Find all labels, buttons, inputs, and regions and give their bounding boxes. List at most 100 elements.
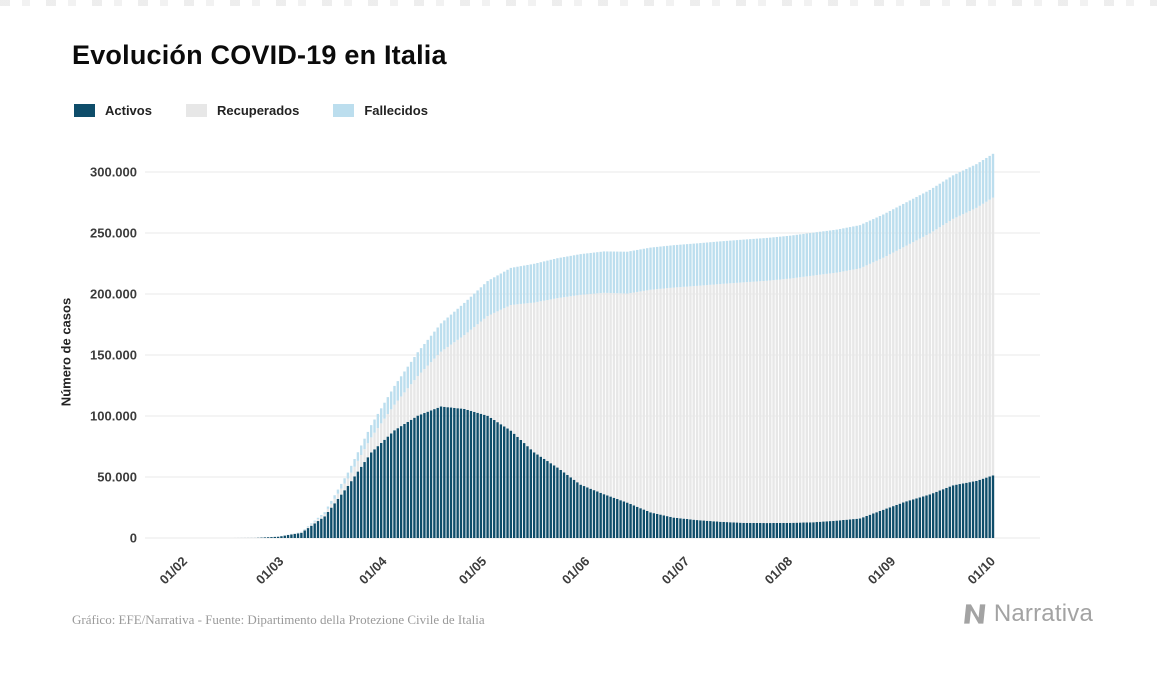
bar-segment-recuperados: [453, 342, 456, 408]
bar-segment-activos: [479, 413, 483, 538]
bar-segment-activos: [968, 482, 971, 538]
bar-segment-fallecidos: [579, 254, 582, 295]
bar-segment-recuperados: [785, 278, 789, 523]
legend-item-recuperados: Recuperados: [185, 103, 299, 118]
bar-segment-fallecidos: [645, 248, 649, 291]
bar-segment-recuperados: [689, 286, 692, 520]
bar-segment-fallecidos: [815, 232, 818, 276]
bar-segment-recuperados: [370, 437, 373, 453]
bar-segment-activos: [629, 504, 632, 538]
bar-segment-recuperados: [882, 257, 885, 510]
narrativa-logo: Narrativa: [963, 600, 1093, 628]
x-tick-label: 01/06: [559, 554, 593, 588]
bar-segment-recuperados: [429, 362, 433, 411]
bar-segment-recuperados: [636, 291, 639, 507]
bar-segment-fallecidos: [639, 249, 642, 292]
bar-segment-fallecidos: [865, 222, 868, 266]
bar-segment-fallecidos: [439, 323, 443, 352]
bar-segment-fallecidos: [918, 195, 922, 239]
bar-segment-recuperados: [722, 283, 725, 522]
bar-segment-activos: [649, 512, 652, 538]
bar-segment-activos: [785, 522, 789, 538]
bar-segment-activos: [872, 513, 875, 538]
bar-segment-activos: [975, 480, 978, 538]
bar-segment-activos: [622, 501, 626, 538]
bar-segment-recuperados: [619, 293, 622, 501]
bar-segment-fallecidos: [722, 241, 725, 284]
bar-segment-recuperados: [456, 339, 459, 409]
bar-segment-activos: [958, 484, 961, 538]
bar-segment-activos: [566, 474, 569, 538]
bar-segment-recuperados: [935, 229, 938, 492]
bar-segment-recuperados: [296, 532, 300, 534]
bar-segment-recuperados: [739, 282, 742, 523]
bar-segment-fallecidos: [845, 227, 848, 271]
bar-segment-fallecidos: [902, 203, 905, 248]
bar-segment-activos: [805, 522, 808, 538]
bar-segment-activos: [453, 407, 456, 538]
bar-segment-activos: [795, 522, 799, 538]
bar-segment-activos: [416, 415, 419, 538]
bar-segment-fallecidos: [606, 251, 609, 293]
bar-segment-recuperados: [483, 318, 486, 415]
bar-segment-activos: [356, 471, 360, 538]
bar-segment-fallecidos: [828, 230, 832, 274]
bar-segment-fallecidos: [542, 261, 546, 301]
bar-segment-fallecidos: [868, 220, 872, 264]
bar-segment-recuperados: [838, 271, 842, 521]
bar-segment-fallecidos: [632, 250, 636, 293]
bar-segment-recuperados: [805, 276, 808, 523]
bar-segment-fallecidos: [586, 253, 589, 295]
bar-segment-activos: [752, 522, 755, 538]
bar-segment-recuperados: [469, 329, 473, 411]
bar-segment-activos: [878, 511, 882, 538]
bar-segment-fallecidos: [459, 305, 463, 338]
bar-segment-recuperados: [356, 460, 360, 472]
bar-segment-fallecidos: [509, 267, 513, 305]
bar-segment-activos: [905, 501, 908, 538]
bar-segment-recuperados: [439, 351, 443, 407]
bar-segment-activos: [589, 488, 592, 538]
bar-segment-recuperados: [413, 380, 416, 418]
bar-segment-fallecidos: [695, 243, 699, 286]
bar-segment-fallecidos: [379, 408, 383, 424]
bar-segment-recuperados: [542, 300, 546, 459]
bar-segment-recuperados: [626, 293, 629, 503]
bar-segment-activos: [443, 406, 446, 538]
bar-segment-recuperados: [516, 304, 519, 437]
bar-segment-fallecidos: [572, 255, 576, 296]
bar-segment-fallecidos: [423, 343, 426, 370]
bar-segment-activos: [679, 518, 682, 538]
bar-segment-recuperados: [792, 278, 795, 523]
bar-segment-activos: [888, 507, 892, 538]
bar-segment-fallecidos: [971, 165, 975, 210]
bar-segment-fallecidos: [875, 217, 878, 261]
bar-segment-fallecidos: [912, 198, 915, 243]
bar-segment-recuperados: [316, 519, 320, 522]
bar-segment-fallecidos: [988, 155, 991, 200]
bar-segment-activos: [419, 414, 423, 538]
bar-segment-recuperados: [885, 256, 888, 509]
bar-segment-fallecidos: [499, 273, 503, 310]
bar-segment-recuperados: [343, 483, 346, 491]
bar-segment-recuperados: [443, 349, 446, 407]
bar-segment-recuperados: [762, 280, 765, 524]
bar-segment-activos: [825, 521, 828, 538]
bar-segment-fallecidos: [519, 266, 523, 304]
bar-segment-recuperados: [772, 280, 775, 524]
bar-segment-activos: [320, 518, 323, 538]
bar-segment-fallecidos: [436, 327, 439, 356]
bar-segment-activos: [360, 466, 363, 538]
bar-segment-activos: [835, 520, 838, 538]
bar-segment-activos: [858, 518, 862, 538]
bar-segment-fallecidos: [330, 500, 333, 504]
bar-segment-activos: [612, 497, 616, 538]
bar-segment-activos: [729, 522, 732, 538]
bar-segment-recuperados: [539, 301, 542, 457]
bar-segment-recuperados: [389, 409, 393, 434]
bar-segment-fallecidos: [393, 385, 396, 405]
bar-segment-fallecidos: [453, 311, 456, 343]
bar-segment-activos: [882, 509, 885, 538]
legend-swatch-recuperados: [185, 104, 207, 117]
bar-segment-activos: [459, 408, 463, 538]
